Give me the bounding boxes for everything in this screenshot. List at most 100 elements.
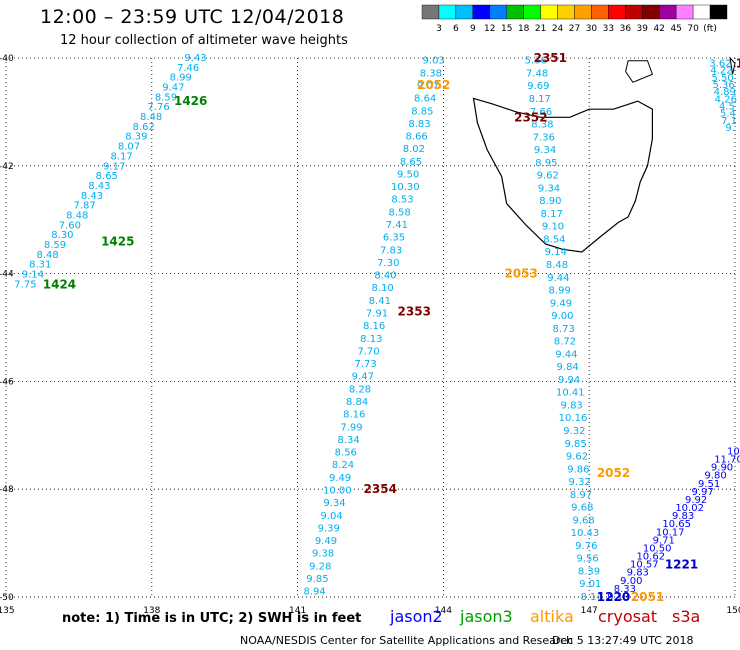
wave-height-value: 8.10 <box>372 283 394 294</box>
wave-height-value: 9.62 <box>566 452 588 463</box>
map-title: 12:00 – 23:59 UTC 12/04/2018 <box>40 6 345 28</box>
wave-height-value: 9.80 <box>704 471 726 482</box>
wave-height-value: 8.39 <box>125 132 147 143</box>
wave-height-value: 9.62 <box>537 171 559 182</box>
color-tick-label: 21 <box>535 24 546 34</box>
wave-height-value: 7.66 <box>530 107 552 118</box>
wave-height-value: 10.62 <box>636 552 665 563</box>
timestamp-text: Dec 5 13:27:49 UTC 2018 <box>552 634 694 647</box>
wave-height-value: 8.65 <box>96 171 118 182</box>
color-tick-label: 70 <box>687 24 699 34</box>
wave-height-value: 9.14 <box>545 247 567 258</box>
wave-height-value: 8.30 <box>51 230 73 241</box>
pass-time-label: 1425 <box>101 234 134 248</box>
legend-jason2: jason2 <box>390 607 443 626</box>
island-outline <box>729 56 736 75</box>
wave-height-value: 8.17 <box>541 209 563 220</box>
color-swatch <box>692 4 711 20</box>
wave-height-value: 8.72 <box>554 337 576 348</box>
wave-height-value: 9.32 <box>563 426 585 437</box>
color-swatch <box>608 4 626 20</box>
color-swatch <box>455 4 474 20</box>
color-tick-label: 9 <box>470 24 476 34</box>
wave-height-value: 9.49 <box>550 298 572 309</box>
wave-height-value: 8.90 <box>539 196 561 207</box>
wave-height-value: 8.94 <box>303 587 325 598</box>
wave-height-value: 9.90 <box>711 463 733 474</box>
wave-height-value: 9.68 <box>573 515 595 526</box>
wave-height-value: 7.91 <box>366 309 388 320</box>
color-swatch <box>557 4 575 20</box>
wave-height-value: 9.83 <box>672 511 694 522</box>
wave-height-value: 8.99 <box>170 73 192 84</box>
wave-height-value: 5.50 <box>711 73 733 84</box>
wave-height-value: 10.30 <box>391 182 420 193</box>
color-swatch <box>659 4 677 20</box>
wave-height-value: 8.40 <box>374 271 396 282</box>
lon-tick-label: 138 <box>143 606 160 616</box>
wave-height-value: 9.00 <box>620 576 642 587</box>
wave-height-value: 8.97 <box>570 490 592 501</box>
wave-height-value: 10.43 <box>571 528 600 539</box>
lon-tick-label: 141 <box>289 606 306 616</box>
wave-height-value: 9.47 <box>352 372 374 383</box>
wave-height-value: 8.31 <box>29 260 51 271</box>
time-labels: 1426 1425 1424 2351 2052 2352 2053 2353 2052 2354… <box>43 51 740 604</box>
color-tick-label: 42 <box>653 24 664 34</box>
color-tick-label: 18 <box>518 24 530 34</box>
wave-height-value: 7.60 <box>59 220 81 231</box>
wave-height-value: 8.28 <box>349 384 371 395</box>
wave-height-value: 8.02 <box>403 144 425 155</box>
pass-time-label: 1426 <box>174 94 207 108</box>
wave-height-value: 10.02 <box>675 503 704 514</box>
wave-height-value: 5.36 <box>713 80 735 91</box>
wave-height-value: 10.16 <box>559 413 588 424</box>
color-swatch <box>421 4 440 20</box>
wave-height-value: 6.35 <box>383 233 405 244</box>
color-tick-label: 12 <box>484 24 495 34</box>
pass-time-label: 2354 <box>364 482 397 496</box>
wave-height-value: 9.10 <box>542 222 564 233</box>
color-swatch <box>523 4 541 20</box>
wave-height-value: 9.32 <box>569 477 591 488</box>
wave-height-value: 7.30 <box>377 258 399 269</box>
color-tick-label: 3 <box>436 24 442 34</box>
wave-height-value: 8.85 <box>411 106 433 117</box>
wave-height-value: 8.73 <box>553 324 575 335</box>
lat-tick-label: -40 <box>0 54 14 64</box>
wave-height-value: 8.13 <box>360 334 382 345</box>
wave-height-value: 8.58 <box>389 207 411 218</box>
lat-tick-label: -46 <box>0 377 14 387</box>
color-tick-label: 27 <box>569 24 580 34</box>
wave-height-value: 8.17 <box>110 151 132 162</box>
wave-height-value: 10.41 <box>556 388 585 399</box>
color-tick-label: 24 <box>552 24 564 34</box>
color-swatch <box>438 4 457 20</box>
wave-height-value: 8.83 <box>408 119 430 130</box>
wave-height-value: 7.87 <box>73 201 95 212</box>
wave-height-value: 9.94 <box>558 375 580 386</box>
wave-height-value: 10.00 <box>323 485 352 496</box>
wave-height-value: 3.62 <box>709 58 731 69</box>
wave-height-value: 9.50 <box>397 169 419 180</box>
color-tick-label: 6 <box>453 24 459 34</box>
wave-height-value: 8.53 <box>391 195 413 206</box>
wave-height-value: 9.43 <box>184 53 206 64</box>
wave-height-value: 7.73 <box>355 359 377 370</box>
wave-height-value: 9.86 <box>567 464 589 475</box>
color-swatch <box>675 4 694 20</box>
color-tick-label: 33 <box>603 24 614 34</box>
wave-height-value: 9.03 <box>423 56 445 67</box>
color-swatch <box>574 4 592 20</box>
wave-height-value: 10.17 <box>656 527 685 538</box>
tasmania-coastline <box>472 56 736 253</box>
wave-height-value: 8.14 <box>580 592 602 603</box>
wave-height-value: 8.43 <box>81 191 103 202</box>
island-outline <box>625 60 654 83</box>
wave-height-value: 9.51 <box>698 479 720 490</box>
wave-height-value: 7.99 <box>340 422 362 433</box>
legend-altika: altika <box>530 607 574 626</box>
wave-height-value: 8.65 <box>400 157 422 168</box>
color-swatch <box>591 4 609 20</box>
